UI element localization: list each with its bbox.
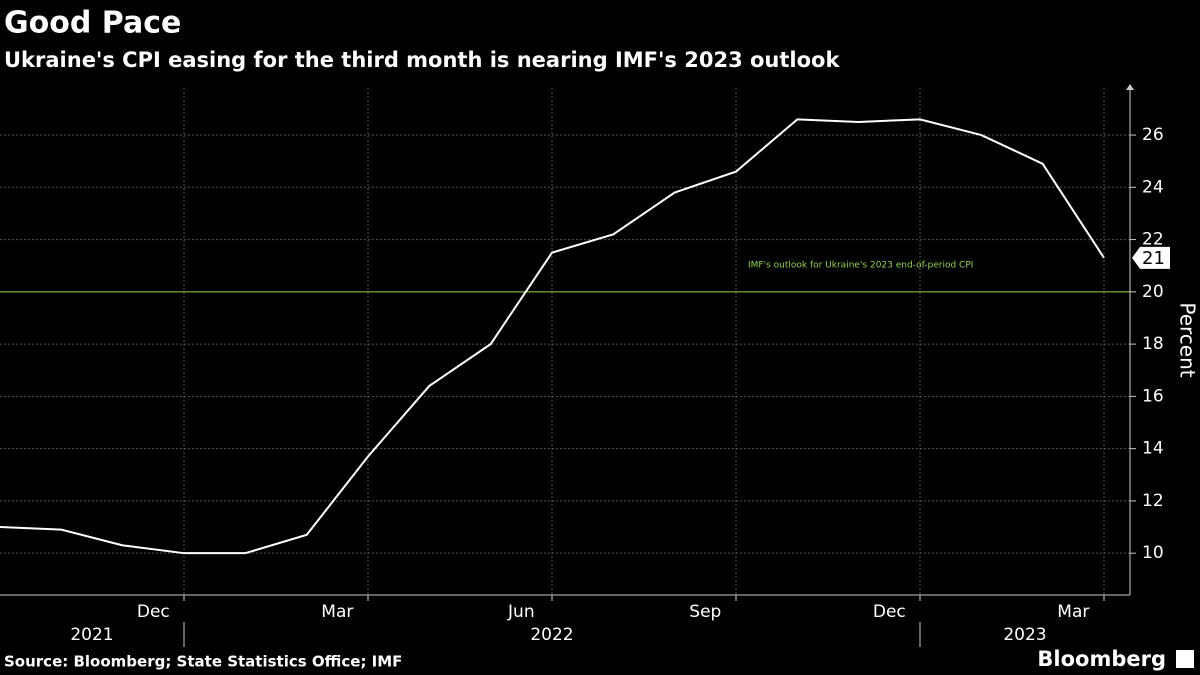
chart-subtitle: Ukraine's CPI easing for the third month… [4,48,840,72]
x-tick-label: Jun [507,602,535,622]
last-value-label: 21 [1142,248,1165,269]
y-tick-label: 14 [1142,439,1164,459]
y-tick-label: 10 [1142,543,1164,563]
x-tick-label: Sep [689,602,721,622]
x-tick-label: Mar [321,602,353,622]
year-label: 2022 [530,625,573,645]
y-tick-label: 12 [1142,491,1164,511]
y-tick-label: 22 [1142,230,1164,250]
brand: Bloomberg [1037,647,1166,671]
year-label: 2023 [1003,625,1046,645]
series-line [0,118,1105,555]
y-tick-label: 26 [1142,125,1164,145]
x-tick-label: Dec [137,602,170,622]
y-tick-label: 20 [1142,282,1164,302]
brand-icon [1176,650,1194,668]
y-tick-label: 24 [1142,177,1164,197]
chart-title: Good Pace [4,6,181,41]
x-tick-label: Dec [873,602,906,622]
y-tick-label: 18 [1142,334,1164,354]
y-axis-arrow [1126,84,1134,90]
year-label: 2021 [70,625,113,645]
x-tick-label: Mar [1057,602,1089,622]
y-axis-label: Percent [1176,302,1200,377]
reference-label: IMF's outlook for Ukraine's 2023 end-of-… [748,260,973,270]
source: Source: Bloomberg; State Statistics Offi… [4,653,402,671]
y-tick-label: 16 [1142,386,1164,406]
last-value-tag [1132,246,1170,269]
